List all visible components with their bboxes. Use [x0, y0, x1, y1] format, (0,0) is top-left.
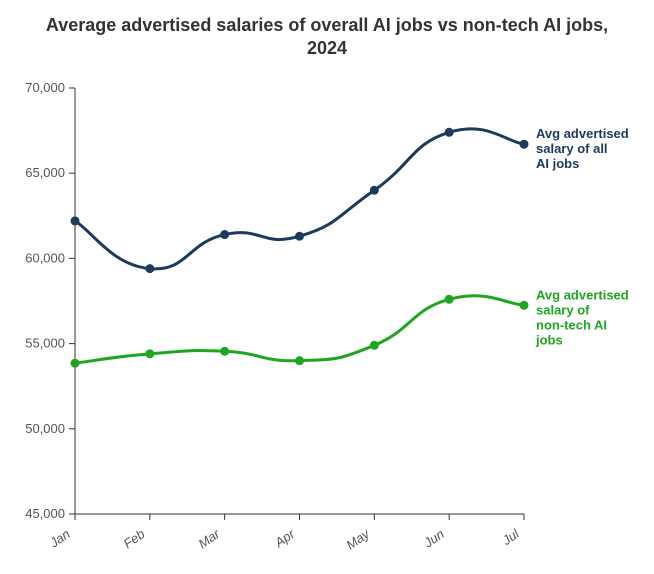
x-tick-label: May	[343, 525, 373, 552]
x-tick-label: Jul	[499, 526, 523, 549]
chart-canvas: 45,000 50,000 55,000 60,000 65,000 70,000 Jan F…	[0, 0, 654, 574]
series-label-all: Avg advertised	[536, 126, 629, 141]
series-label-nontech: salary of	[536, 302, 590, 317]
series-marker-nontech	[520, 301, 529, 310]
x-tick-label: Jan	[46, 526, 73, 551]
y-tick-label: 45,000	[25, 506, 65, 521]
series-marker-all	[370, 186, 379, 195]
series-marker-all	[295, 232, 304, 241]
series-marker-all	[71, 216, 80, 225]
series-marker-all	[445, 128, 454, 137]
y-tick-label: 65,000	[25, 165, 65, 180]
chart-title: Average advertised salaries of overall A…	[40, 14, 614, 59]
x-tick-label: Mar	[195, 526, 222, 552]
series-label-nontech: non-tech AI	[536, 317, 607, 332]
series-marker-nontech	[220, 347, 229, 356]
x-tick-label: Apr	[271, 526, 298, 551]
y-tick-label: 60,000	[25, 250, 65, 265]
y-tick-label: 70,000	[25, 80, 65, 95]
x-tick-label: Feb	[121, 526, 148, 551]
series-marker-nontech	[370, 341, 379, 350]
y-tick-label: 50,000	[25, 421, 65, 436]
series-marker-nontech	[71, 359, 80, 368]
series-marker-all	[520, 140, 529, 149]
series-line-all	[75, 129, 524, 269]
series-marker-nontech	[445, 295, 454, 304]
series-marker-nontech	[145, 349, 154, 358]
salary-line-chart: Average advertised salaries of overall A…	[0, 0, 654, 574]
series-label-nontech: jobs	[535, 332, 563, 347]
series-label-all: AI jobs	[536, 156, 579, 171]
x-tick-label: Jun	[420, 526, 447, 551]
y-tick-label: 55,000	[25, 336, 65, 351]
series-label-nontech: Avg advertised	[536, 287, 629, 302]
series-label-all: salary of all	[536, 141, 608, 156]
series-marker-all	[220, 230, 229, 239]
series-marker-all	[145, 264, 154, 273]
series-marker-nontech	[295, 356, 304, 365]
series-line-nontech	[75, 296, 524, 363]
